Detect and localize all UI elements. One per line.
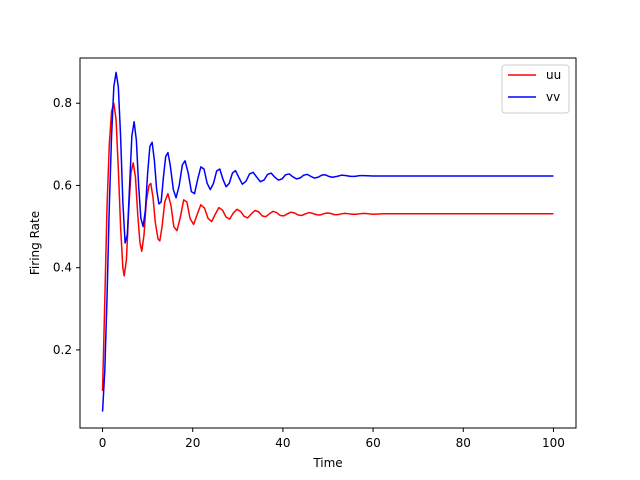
axes-frame — [79, 57, 577, 429]
legend-label-uu: uu — [546, 68, 561, 82]
x-tick-label: 0 — [99, 436, 107, 450]
series-line-vv — [101, 71, 554, 412]
legend-label-vv: vv — [546, 90, 560, 104]
plot-lines — [101, 71, 554, 412]
x-tick-label: 60 — [365, 436, 380, 450]
x-tick-label: 100 — [542, 436, 565, 450]
y-axis-label: Firing Rate — [28, 211, 42, 275]
y-tick-label: 0.8 — [53, 96, 72, 110]
y-tick-label: 0.6 — [53, 178, 72, 192]
x-tick-label: 20 — [185, 436, 200, 450]
series-line-uu — [101, 102, 554, 392]
x-tick-label: 80 — [456, 436, 471, 450]
legend: uu vv — [501, 64, 570, 114]
y-tick-label: 0.4 — [53, 261, 72, 275]
x-axis-label: Time — [312, 456, 342, 470]
y-tick-label: 0.2 — [53, 343, 72, 357]
legend-box — [501, 64, 570, 114]
y-axis-ticks: 0.2 0.4 0.6 0.8 — [53, 96, 80, 357]
x-tick-label: 40 — [275, 436, 290, 450]
x-axis-ticks: 0 20 40 60 80 100 — [99, 428, 565, 450]
